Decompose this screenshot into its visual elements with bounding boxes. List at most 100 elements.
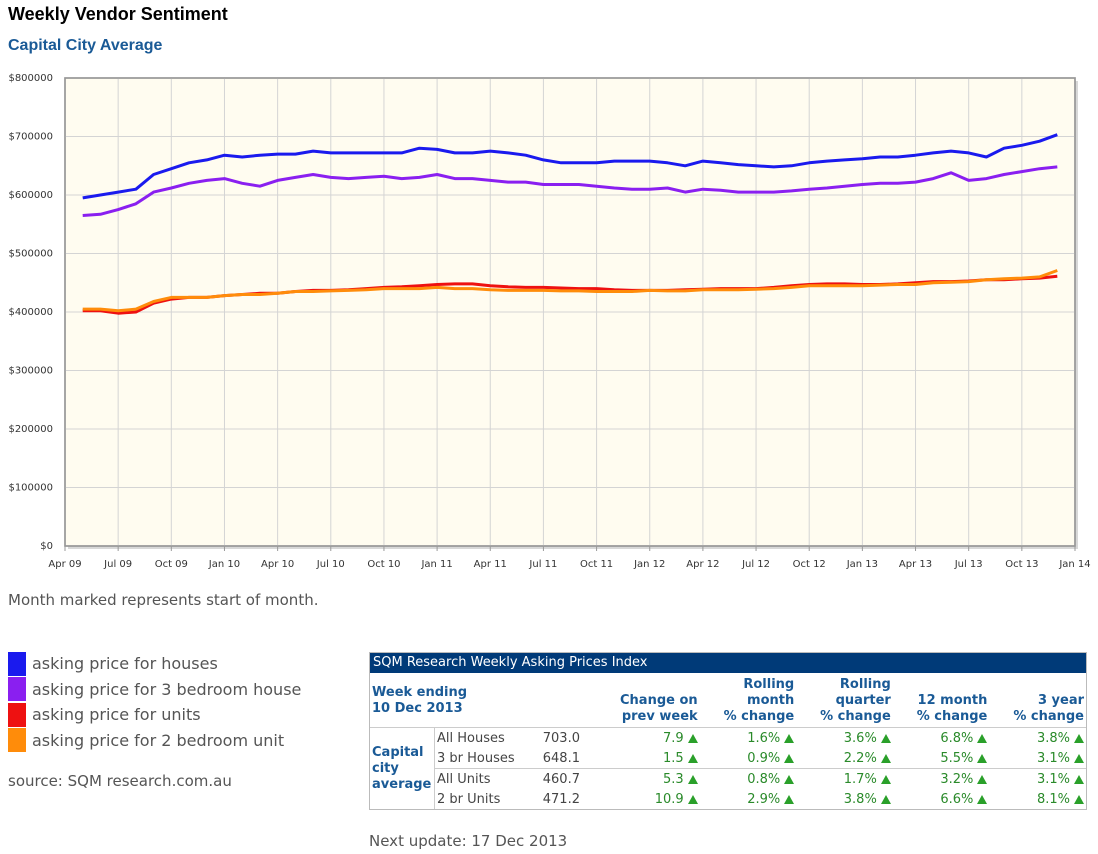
change-cell: 1.7% <box>796 768 893 789</box>
legend-swatch <box>8 677 26 702</box>
y-tick-label: $700000 <box>8 132 53 143</box>
chart-title: Weekly Vendor Sentiment <box>8 4 228 24</box>
header-text: Change on <box>620 693 698 708</box>
header-text: month <box>747 693 795 708</box>
y-tick-label: $600000 <box>8 190 53 201</box>
change-value: 3.8% <box>843 791 877 807</box>
change-cell: 0.9% <box>700 748 797 769</box>
table: Week ending 10 Dec 2013 Change on prev week… <box>370 673 1086 809</box>
up-arrow <box>977 794 988 804</box>
note: Month marked represents start of month. <box>8 591 319 609</box>
up-arrow <box>784 733 795 743</box>
change-value: 2.9% <box>747 791 781 807</box>
change-cell: 7.9 <box>594 728 700 749</box>
series-line <box>82 133 1058 200</box>
table-row: Capital city average All Houses 703.0 7.9 1.… <box>370 727 1086 809</box>
up-arrow <box>880 733 891 743</box>
change-value: 10.9 <box>654 791 684 807</box>
change-cell: 6.6% <box>893 789 990 809</box>
x-tick-label: Jul 11 <box>528 559 557 570</box>
header-row: Week ending 10 Dec 2013 Change on prev week… <box>370 673 1086 728</box>
up-arrow <box>1074 774 1084 784</box>
x-tick-label: Apr 13 <box>899 559 932 570</box>
x-tick-label: Jan 11 <box>420 559 452 570</box>
up-arrow <box>784 753 795 763</box>
plot-border <box>64 77 1076 547</box>
change-value: 6.6% <box>940 791 974 807</box>
series-line <box>82 165 1058 217</box>
change-value: 5.5% <box>940 750 974 766</box>
change-cell: 5.3 <box>594 768 700 789</box>
group-label: Capital city average <box>370 727 435 809</box>
index-value: 460.7 <box>540 768 595 789</box>
header-text: % change <box>820 709 891 724</box>
up-arrow <box>977 733 988 743</box>
up-arrow <box>977 774 988 784</box>
change-value: 3.2% <box>940 771 974 787</box>
week-text: Week ending <box>372 685 468 700</box>
change-value: 3.8% <box>1036 730 1070 746</box>
index-value: 648.1 <box>542 750 580 766</box>
header-text: quarter <box>835 693 891 708</box>
change-cell: 3.6% <box>796 728 893 749</box>
x-tick-label: Jul 13 <box>954 559 983 570</box>
change-value: 3.1% <box>1036 750 1070 766</box>
y-tick-label: $400000 <box>8 307 53 318</box>
table-row: 3 br Houses 648.1 1.5 0.9% 2.2% 5.5% 3.1% <box>370 748 1086 769</box>
change-value: 2.2% <box>843 750 877 766</box>
y-tick-label: $300000 <box>8 366 53 377</box>
up-arrow <box>1074 794 1084 804</box>
header-text: Rolling <box>743 677 795 692</box>
x-tick-label: Apr 12 <box>686 559 719 570</box>
index-table: SQM Research Weekly Asking Prices Index … <box>369 652 1087 810</box>
change-value: 0.9% <box>747 750 781 766</box>
legend-label: asking price for 3 bedroom house <box>32 679 302 699</box>
row-label: All Houses <box>437 730 505 746</box>
up-arrow <box>880 794 891 804</box>
header-text: % change <box>1013 709 1084 724</box>
change-value: 5.3 <box>662 771 684 787</box>
legend-swatch <box>8 728 26 753</box>
change-value: 1.6% <box>747 730 781 746</box>
x-tick-label: Apr 09 <box>48 559 81 570</box>
column-header: 12 month% change <box>893 673 990 728</box>
header-text: Rolling <box>839 677 891 692</box>
up-arrow <box>1074 753 1084 763</box>
change-cell: 3.2% <box>892 768 990 789</box>
up-arrow <box>880 774 891 784</box>
up-arrow <box>880 753 891 763</box>
legend-item: asking price for units <box>8 702 301 728</box>
week-text: 10 Dec 2013 <box>372 701 463 716</box>
header-text: 12 month <box>917 693 988 708</box>
legend-item: asking price for 2 bedroom unit <box>8 728 301 754</box>
header-text: 3 year <box>1037 693 1084 708</box>
change-value: 7.9 <box>662 730 684 746</box>
y-tick-label: $500000 <box>8 249 53 260</box>
column-header: Rolling quarter% change <box>796 673 893 728</box>
series-line <box>82 269 1058 313</box>
up-arrow <box>687 794 698 804</box>
change-cell: 8.1% <box>989 789 1086 809</box>
legend-label: asking price for houses <box>32 654 218 674</box>
change-value: 8.1% <box>1036 791 1070 807</box>
change-value: 3.6% <box>843 730 877 746</box>
column-header: Change on prev week <box>594 673 700 728</box>
row-label: 3 br Houses <box>437 750 515 766</box>
x-tick-label: Jul 10 <box>316 559 345 570</box>
index-value: 471.2 <box>542 791 580 807</box>
table-row: 2 br Units 471.2 10.9 2.9% 3.8% 6.6% 8.1% <box>370 789 1086 809</box>
change-value: 1.7% <box>843 771 877 787</box>
table-title: SQM Research Weekly Asking Prices Index <box>370 653 1086 673</box>
change-value: 3.1% <box>1036 771 1070 787</box>
table-row: All Units 460.7 5.3 0.8% 1.7% 3.2% 3.1% <box>370 768 1086 789</box>
x-tick-label: Jan 14 <box>1058 559 1090 570</box>
row-label: All Units <box>434 768 541 789</box>
change-cell: 2.9% <box>700 789 797 809</box>
header-text: % change <box>916 709 988 724</box>
y-tick-label: $800000 <box>8 73 53 84</box>
up-arrow <box>977 753 988 763</box>
change-cell: 0.8% <box>699 768 797 789</box>
legend-item: asking price for 3 bedroom house <box>8 677 301 703</box>
legend-item: asking price for houses <box>8 651 301 677</box>
column-header: 3 year% change <box>989 673 1086 728</box>
